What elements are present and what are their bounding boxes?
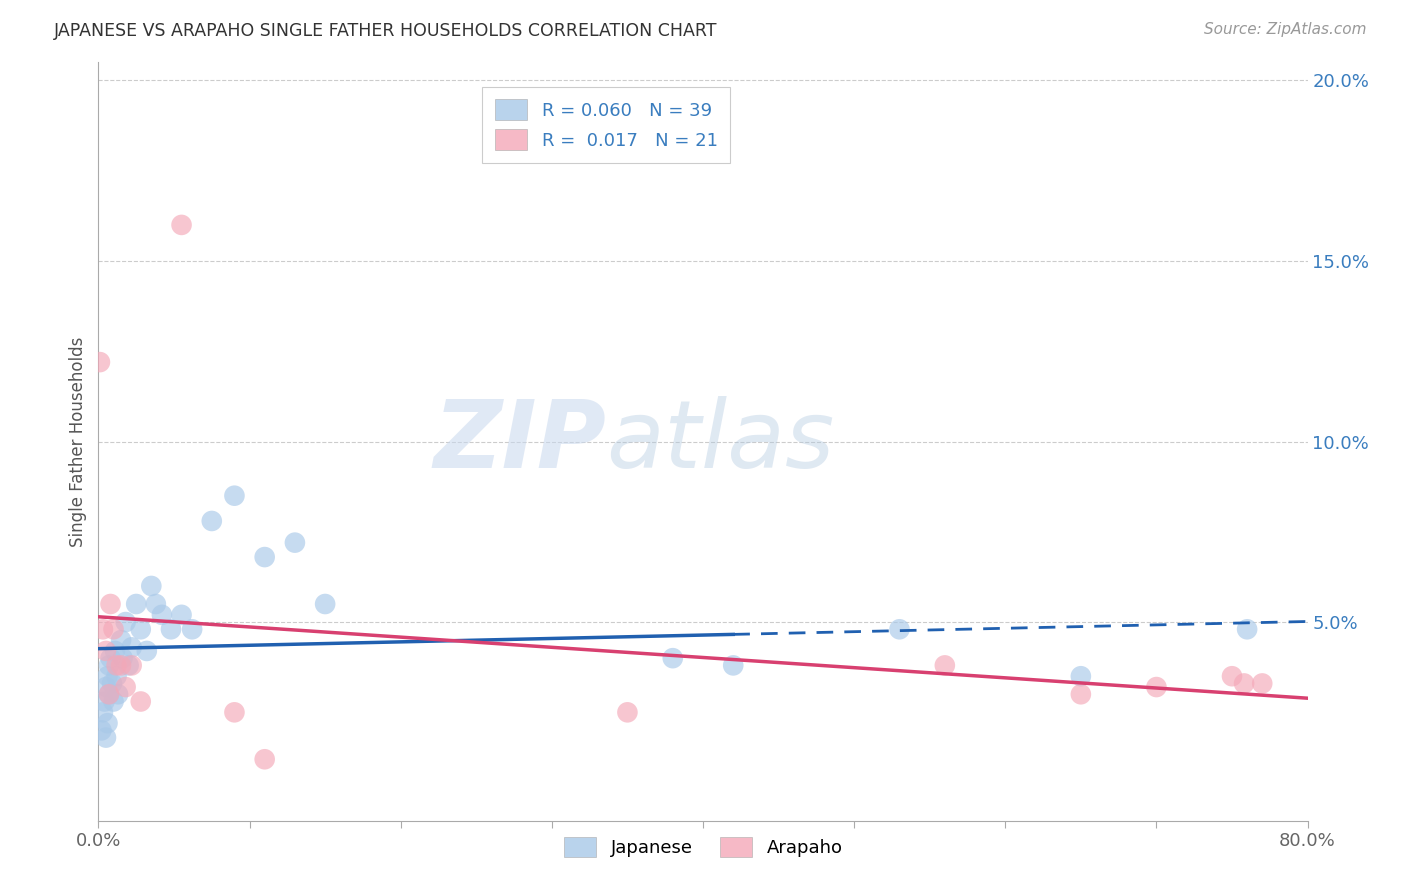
Point <box>114 615 136 629</box>
Text: Source: ZipAtlas.com: Source: ZipAtlas.com <box>1204 22 1367 37</box>
Point <box>170 607 193 622</box>
Point <box>118 658 141 673</box>
Point <box>91 706 114 720</box>
Point <box>94 680 117 694</box>
Point <box>934 658 956 673</box>
Point <box>98 687 121 701</box>
Point <box>105 658 128 673</box>
Text: ZIP: ZIP <box>433 395 606 488</box>
Point <box>110 658 132 673</box>
Point <box>129 694 152 708</box>
Point <box>121 658 143 673</box>
Point <box>100 651 122 665</box>
Point <box>141 579 163 593</box>
Point <box>889 622 911 636</box>
Point <box>253 550 276 565</box>
Point <box>94 731 117 745</box>
Point <box>284 535 307 549</box>
Point <box>105 669 128 683</box>
Point <box>135 644 157 658</box>
Point <box>253 752 276 766</box>
Point <box>160 622 183 636</box>
Point <box>98 658 121 673</box>
Point <box>224 706 246 720</box>
Point <box>129 622 152 636</box>
Point <box>150 607 173 622</box>
Point <box>1236 622 1258 636</box>
Point <box>104 644 127 658</box>
Point <box>107 687 129 701</box>
Point <box>145 597 167 611</box>
Point <box>314 597 336 611</box>
Point <box>114 680 136 694</box>
Point <box>1220 669 1243 683</box>
Point <box>661 651 683 665</box>
Point <box>170 218 193 232</box>
Point <box>111 651 134 665</box>
Point <box>125 597 148 611</box>
Point <box>100 597 122 611</box>
Point <box>110 633 132 648</box>
Point <box>1144 680 1167 694</box>
Text: JAPANESE VS ARAPAHO SINGLE FATHER HOUSEHOLDS CORRELATION CHART: JAPANESE VS ARAPAHO SINGLE FATHER HOUSEH… <box>53 22 717 40</box>
Legend: Japanese, Arapaho: Japanese, Arapaho <box>557 830 849 864</box>
Point <box>103 694 125 708</box>
Point <box>98 687 121 701</box>
Point <box>1070 669 1092 683</box>
Point <box>91 622 114 636</box>
Point <box>90 723 112 738</box>
Point <box>96 669 118 683</box>
Point <box>121 640 143 655</box>
Point <box>1070 687 1092 701</box>
Point <box>96 716 118 731</box>
Text: atlas: atlas <box>606 396 835 487</box>
Point <box>1251 676 1274 690</box>
Point <box>616 706 638 720</box>
Point <box>101 676 124 690</box>
Y-axis label: Single Father Households: Single Father Households <box>69 336 87 547</box>
Point <box>103 622 125 636</box>
Point <box>224 489 246 503</box>
Point <box>201 514 224 528</box>
Point <box>723 658 745 673</box>
Point <box>181 622 204 636</box>
Point <box>94 644 117 658</box>
Point <box>1233 676 1256 690</box>
Point <box>93 694 115 708</box>
Point <box>89 355 111 369</box>
